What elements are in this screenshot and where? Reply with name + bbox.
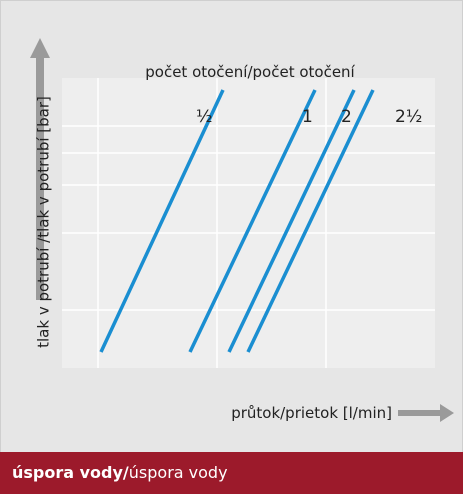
curve xyxy=(99,89,225,353)
line-label: 1 xyxy=(302,107,313,127)
curve xyxy=(188,89,317,353)
x-arrow xyxy=(398,404,454,422)
y-arrow xyxy=(30,38,50,300)
curves xyxy=(99,89,375,353)
x-label: průtok/prietok [l/min] xyxy=(231,404,392,422)
footer-rest: úspora vody xyxy=(129,463,228,482)
y-label: tlak v potrubí /tlak v potrubí [bar] xyxy=(35,96,53,348)
line-label: 2 xyxy=(341,107,352,127)
footer-bold: úspora vody/ xyxy=(12,463,129,482)
grid xyxy=(62,78,435,368)
title: počet otočení/počet otočení xyxy=(145,63,355,81)
line-label: ½ xyxy=(196,107,212,127)
footer-text: úspora vody/úspora vody xyxy=(12,463,228,482)
footer-bar xyxy=(0,452,463,494)
plot-area xyxy=(62,78,435,368)
line-label: 2½ xyxy=(395,107,422,127)
curve xyxy=(227,89,356,353)
curve xyxy=(246,89,375,353)
